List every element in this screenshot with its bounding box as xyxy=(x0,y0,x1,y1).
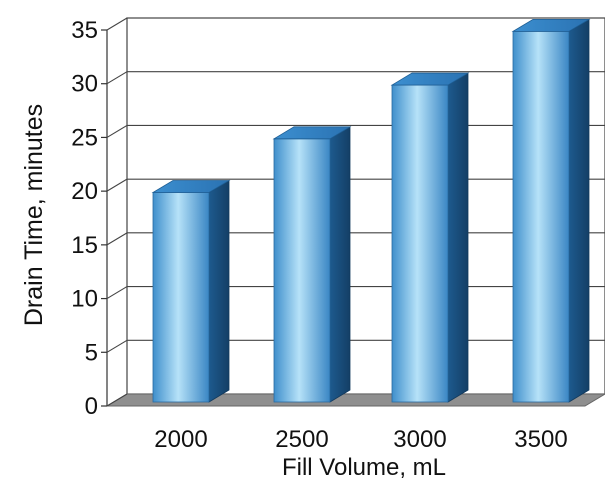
y-depth-line xyxy=(106,178,128,192)
x-tick-label: 2000 xyxy=(154,426,207,453)
y-tick-label: 15 xyxy=(71,232,98,259)
y-depth-line xyxy=(106,71,128,85)
bar-front-face xyxy=(391,84,449,403)
y-tick-label: 25 xyxy=(71,124,98,151)
bar-top-face xyxy=(390,72,470,86)
bar xyxy=(390,72,470,403)
x-tick-label: 3500 xyxy=(514,426,567,453)
bar-top-face xyxy=(511,18,591,32)
y-tick-label: 5 xyxy=(85,339,98,366)
bar xyxy=(272,126,352,403)
y-axis-label: Drain Time, minutes xyxy=(20,104,48,326)
bar xyxy=(151,179,231,403)
bar xyxy=(511,18,591,403)
bar-top-face xyxy=(272,126,352,140)
x-tick-label: 2500 xyxy=(275,426,328,453)
bar-front-face xyxy=(152,192,210,403)
y-depth-line xyxy=(106,124,128,138)
x-tick-label: 3000 xyxy=(393,426,446,453)
x-axis-tick-labels: 2000 2500 3000 3500 xyxy=(154,426,567,453)
bar-side-face xyxy=(447,72,469,403)
y-depth-line xyxy=(106,339,128,353)
bar-side-face xyxy=(329,126,351,403)
y-tick-label: 0 xyxy=(85,393,98,420)
bar-side-face xyxy=(568,18,590,403)
bar-side-face xyxy=(208,179,230,403)
y-depth-line xyxy=(106,17,128,31)
bar-front-face xyxy=(273,138,331,403)
y-depth-line xyxy=(106,286,128,300)
y-axis: 0 5 10 15 20 25 30 35 xyxy=(71,17,128,420)
y-tick-label: 35 xyxy=(71,17,98,44)
x-axis-label: Fill Volume, mL xyxy=(282,454,446,481)
y-depth-line xyxy=(106,232,128,246)
y-tick-label: 10 xyxy=(71,286,98,313)
bar-front-face xyxy=(512,30,570,403)
bar-top-face xyxy=(151,180,231,193)
y-tick-label: 30 xyxy=(71,71,98,98)
bars xyxy=(151,18,591,403)
y-depth-line xyxy=(106,393,128,407)
y-tick-label: 20 xyxy=(71,178,98,205)
